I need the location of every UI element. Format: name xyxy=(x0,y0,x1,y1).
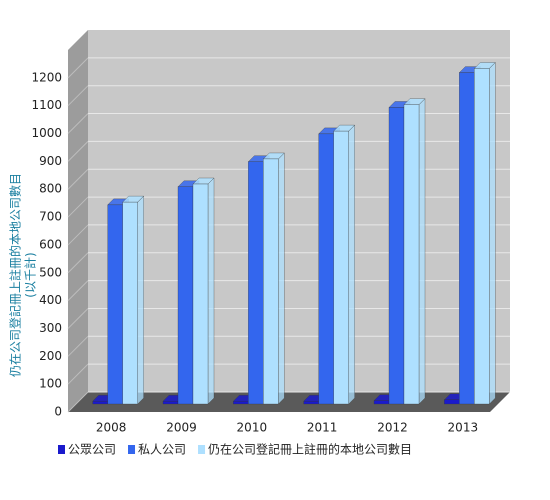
bar xyxy=(248,161,264,405)
y-tick-label: 300 xyxy=(39,321,62,335)
y-tick-label: 600 xyxy=(39,237,62,251)
bar xyxy=(177,186,194,405)
bar xyxy=(122,201,138,405)
grid-line-side xyxy=(67,85,89,107)
y-tick-label: 200 xyxy=(39,349,62,363)
x-tick-label: 2012 xyxy=(377,421,408,435)
left-wall xyxy=(68,30,88,412)
bar xyxy=(192,183,209,405)
y-axis-title: 仍在公司登記冊上註冊的本地公司數目 xyxy=(8,173,23,377)
y-tick-label: 100 xyxy=(39,377,62,391)
grid-line-side xyxy=(67,196,89,218)
grid-line-side xyxy=(67,308,89,329)
bar-side xyxy=(207,177,215,405)
bar-side xyxy=(418,98,426,405)
legend-label: 公眾公司 xyxy=(68,443,116,457)
y-tick-label: 1200 xyxy=(31,70,62,84)
grid-line-side xyxy=(67,113,89,134)
bar xyxy=(263,158,279,405)
x-tick-label: 2013 xyxy=(448,421,479,435)
y-tick-label: 800 xyxy=(39,182,62,196)
grid-line-side xyxy=(67,363,89,385)
grid-line-side xyxy=(67,252,89,274)
x-tick-label: 2010 xyxy=(237,421,268,435)
grid-line-side xyxy=(67,391,89,413)
legend-swatch xyxy=(58,445,65,454)
legend-swatch xyxy=(128,445,136,454)
y-axis-unit: (以千計) xyxy=(23,252,38,297)
y-tick-label: 1000 xyxy=(31,126,62,140)
bar-side xyxy=(489,62,496,405)
grid-line-side xyxy=(67,280,89,301)
y-tick-label: 700 xyxy=(39,210,62,224)
bar xyxy=(459,72,475,405)
bar xyxy=(233,401,249,405)
y-tick-label: 1100 xyxy=(31,98,62,112)
bar xyxy=(92,401,108,405)
bar xyxy=(333,130,349,405)
legend-label: 私人公司 xyxy=(138,443,186,457)
y-tick-label: 900 xyxy=(39,154,62,168)
grid-line-side xyxy=(67,335,89,357)
bar xyxy=(444,399,460,405)
bar xyxy=(474,68,490,405)
bar-side xyxy=(278,152,285,405)
bar xyxy=(162,401,179,405)
back-wall xyxy=(88,30,510,392)
x-tick-label: 2011 xyxy=(307,421,338,435)
bar xyxy=(403,104,420,405)
grid-line-side xyxy=(67,224,89,246)
grid-line-side xyxy=(67,57,89,79)
bar xyxy=(388,107,405,405)
y-tick-label: 400 xyxy=(39,293,62,307)
legend-label: 仍在公司登記冊上註冊的本地公司數目 xyxy=(208,442,412,457)
x-tick-label: 2008 xyxy=(96,421,127,435)
bar xyxy=(303,401,319,405)
grid-line-side xyxy=(67,168,89,190)
bar xyxy=(107,204,123,405)
bar-side xyxy=(137,195,144,405)
legend-swatch xyxy=(198,445,206,454)
y-tick-label: 500 xyxy=(39,265,62,279)
grid-line-side xyxy=(67,141,89,162)
bar xyxy=(373,400,390,405)
bar-side xyxy=(348,124,355,405)
x-tick-label: 2009 xyxy=(166,421,197,435)
bar xyxy=(318,133,334,405)
y-tick-label: 0 xyxy=(54,405,62,419)
